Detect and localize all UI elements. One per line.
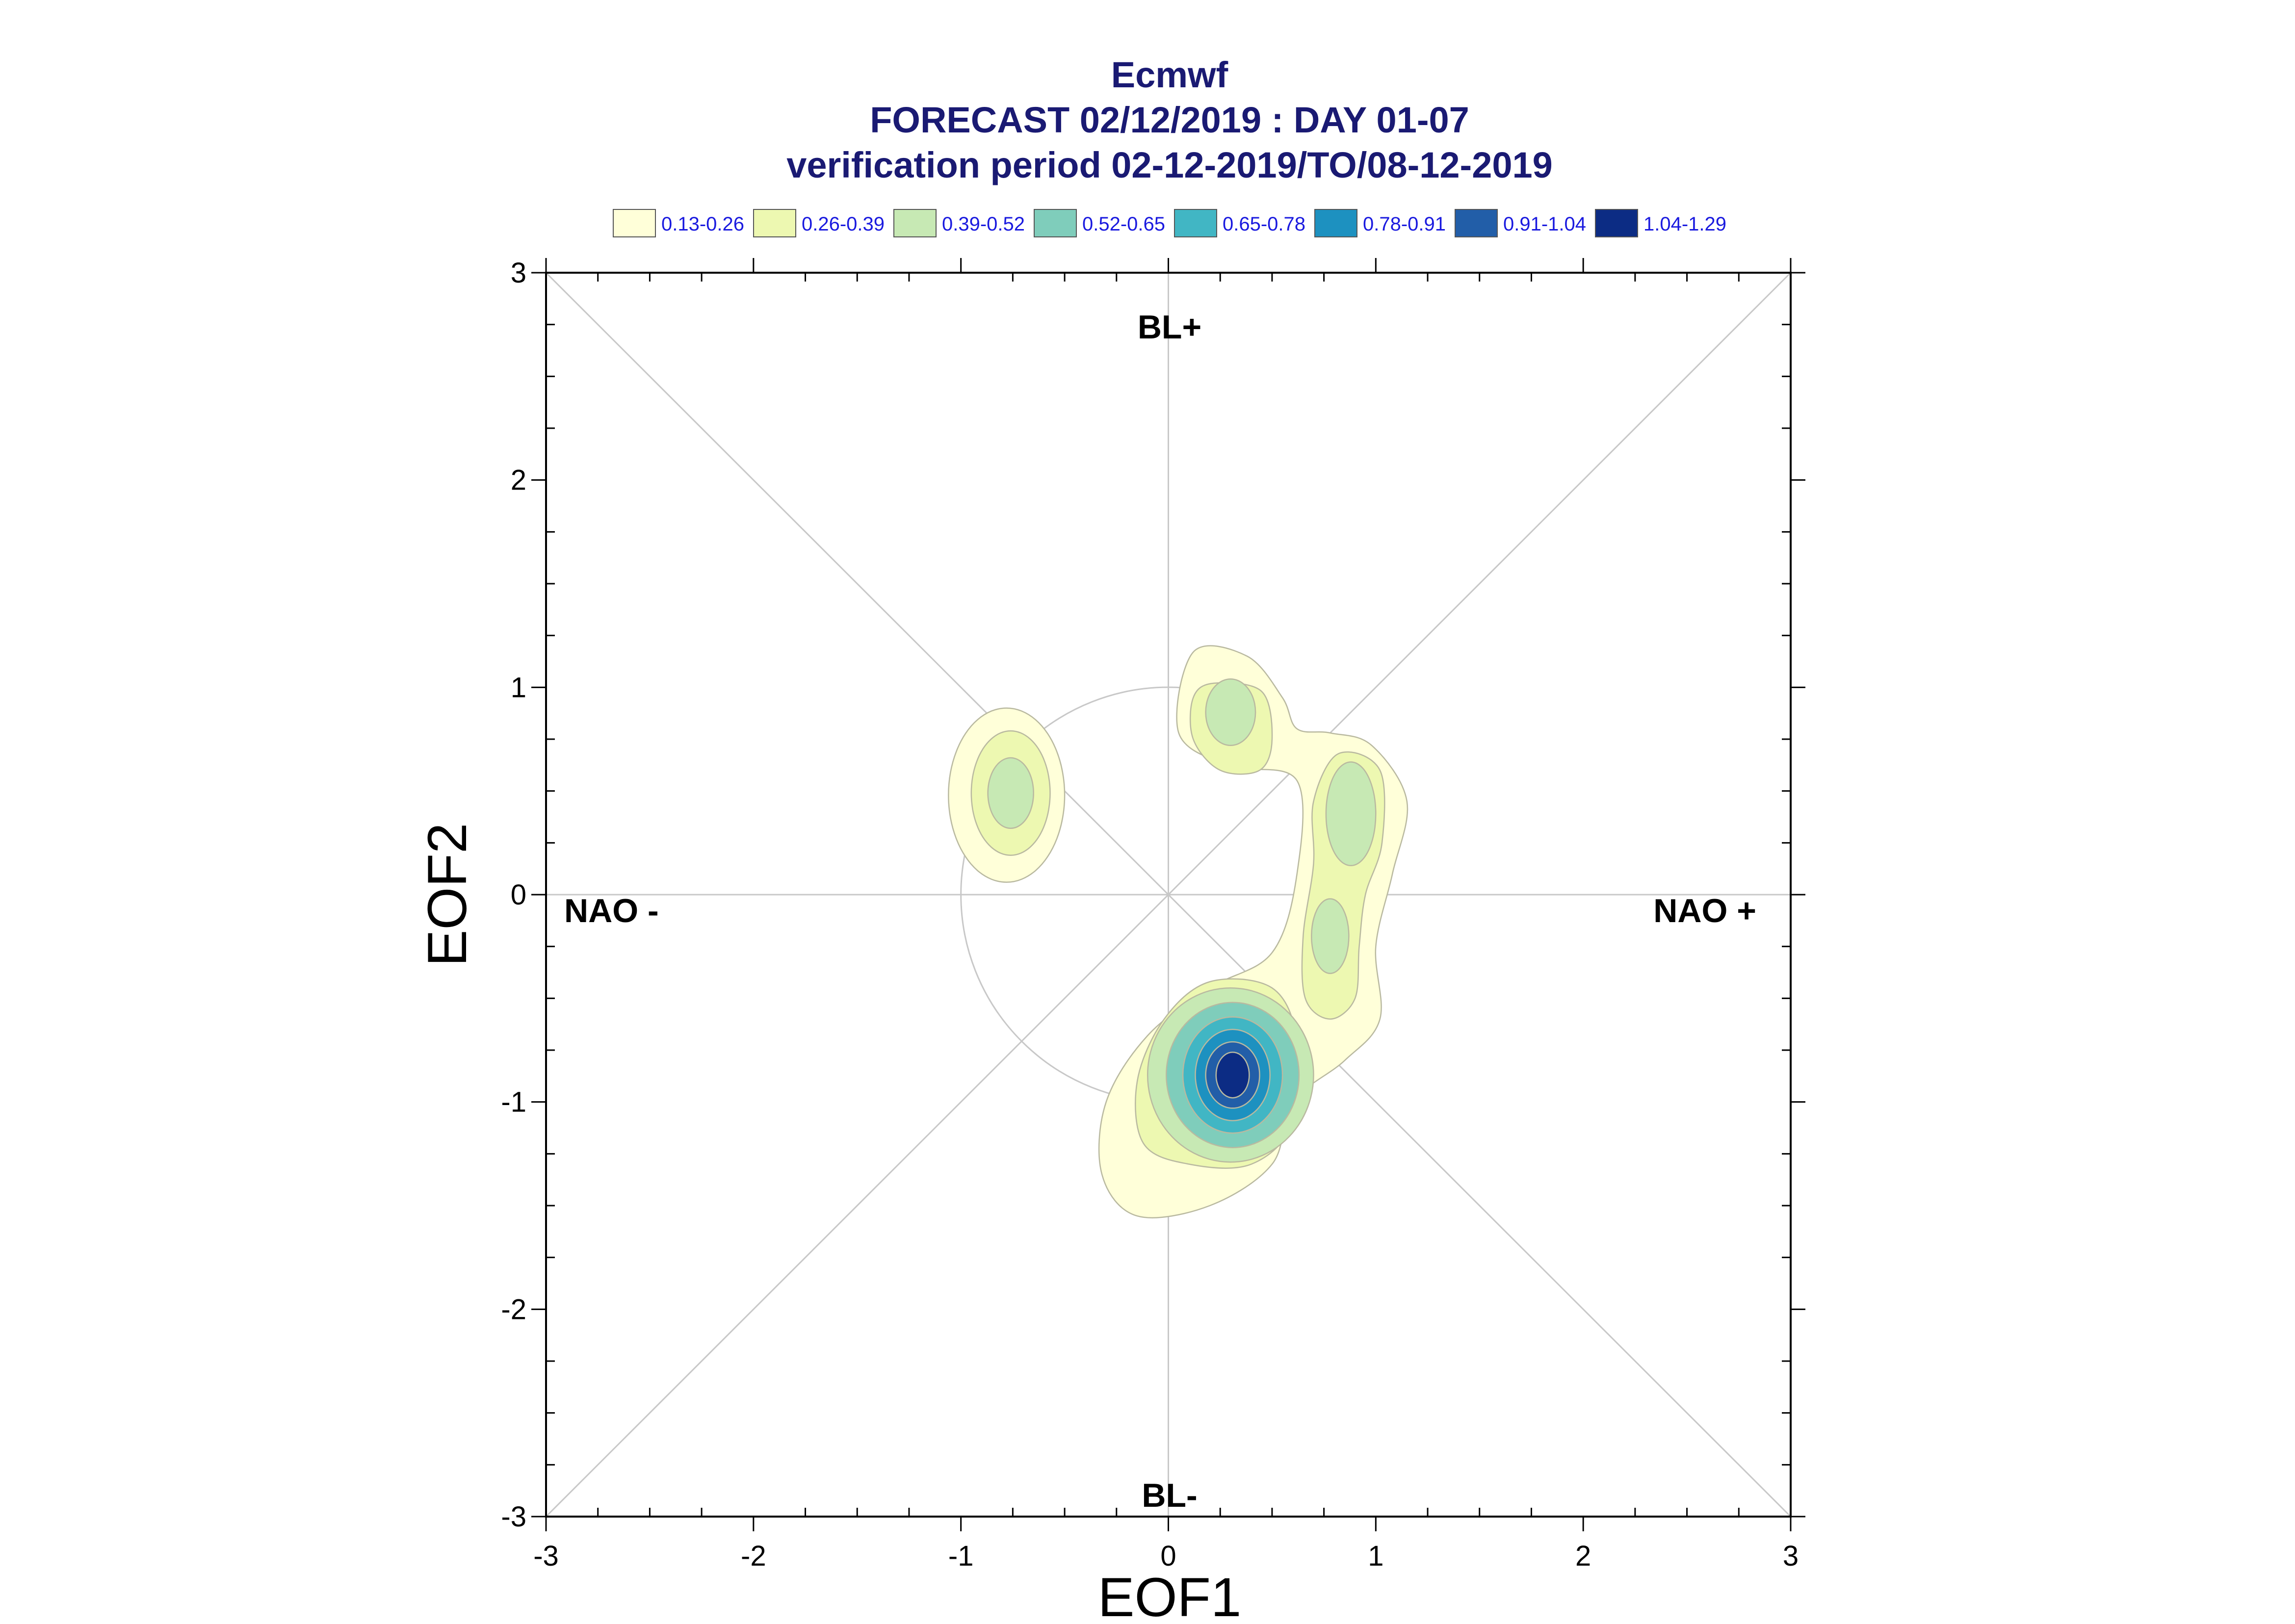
legend-label: 0.91-1.04 (1503, 213, 1586, 235)
legend-swatch (893, 209, 937, 237)
x-tick-label: -3 (533, 1540, 559, 1572)
legend-label: 0.65-0.78 (1223, 213, 1305, 235)
region-label-bl-plus: BL+ (1138, 309, 1201, 346)
x-axis-label: EOF1 (1098, 1567, 1242, 1624)
density-contours (948, 645, 1408, 1219)
density-contour (1215, 1051, 1250, 1099)
chart-title-line1: Ecmwf (1111, 54, 1228, 95)
y-tick-label: 1 (511, 671, 526, 703)
legend-label: 0.13-0.26 (661, 213, 744, 235)
x-tick-label: -2 (741, 1540, 766, 1572)
legend-label: 0.39-0.52 (942, 213, 1025, 235)
density-contour (1325, 761, 1377, 867)
legend-swatch (613, 209, 656, 237)
legend-label: 0.78-0.91 (1363, 213, 1446, 235)
chart-title-line3: verification period 02-12-2019/TO/08-12-… (786, 145, 1553, 185)
y-tick-label: -2 (501, 1293, 526, 1325)
y-tick-label: -3 (501, 1501, 526, 1533)
density-contour (1311, 898, 1350, 974)
chart-title-line2: FORECAST 02/12/2019 : DAY 01-07 (870, 100, 1469, 140)
legend-swatch (1034, 209, 1077, 237)
x-tick-label: 0 (1160, 1540, 1176, 1572)
axis-ticks: -3 -2 -1 0 1 2 3 -3 -2 -1 0 1 2 3 (501, 257, 1805, 1572)
x-tick-label: 2 (1575, 1540, 1591, 1572)
density-contour (987, 757, 1034, 829)
y-tick-label: 3 (511, 257, 526, 289)
y-tick-label: 0 (511, 879, 526, 911)
region-label-nao-minus: NAO - (564, 892, 659, 929)
legend-swatch (1314, 209, 1357, 237)
plot-area: -3 -2 -1 0 1 2 3 -3 -2 -1 0 1 2 3 (501, 257, 1805, 1572)
y-tick-label: 2 (511, 464, 526, 496)
legend-label: 0.26-0.39 (802, 213, 885, 235)
y-tick-label: -1 (501, 1086, 526, 1118)
legend-swatch (1595, 209, 1638, 237)
x-tick-label: 1 (1368, 1540, 1383, 1572)
guide-lines (545, 272, 1792, 1518)
legend-swatch (753, 209, 796, 237)
density-contour (1205, 678, 1256, 746)
y-axis-label: EOF2 (417, 823, 478, 967)
legend-swatch (1455, 209, 1498, 237)
region-label-bl-minus: BL- (1142, 1477, 1197, 1514)
x-tick-label: 3 (1783, 1540, 1799, 1572)
legend-label: 0.52-0.65 (1082, 213, 1165, 235)
legend-swatch (1174, 209, 1217, 237)
legend: 0.13-0.26 0.26-0.39 0.39-0.52 0.52-0.65 0.65… (613, 209, 1726, 237)
x-tick-label: -1 (948, 1540, 974, 1572)
legend-label: 1.04-1.29 (1643, 213, 1726, 235)
region-label-nao-plus: NAO + (1653, 892, 1756, 929)
